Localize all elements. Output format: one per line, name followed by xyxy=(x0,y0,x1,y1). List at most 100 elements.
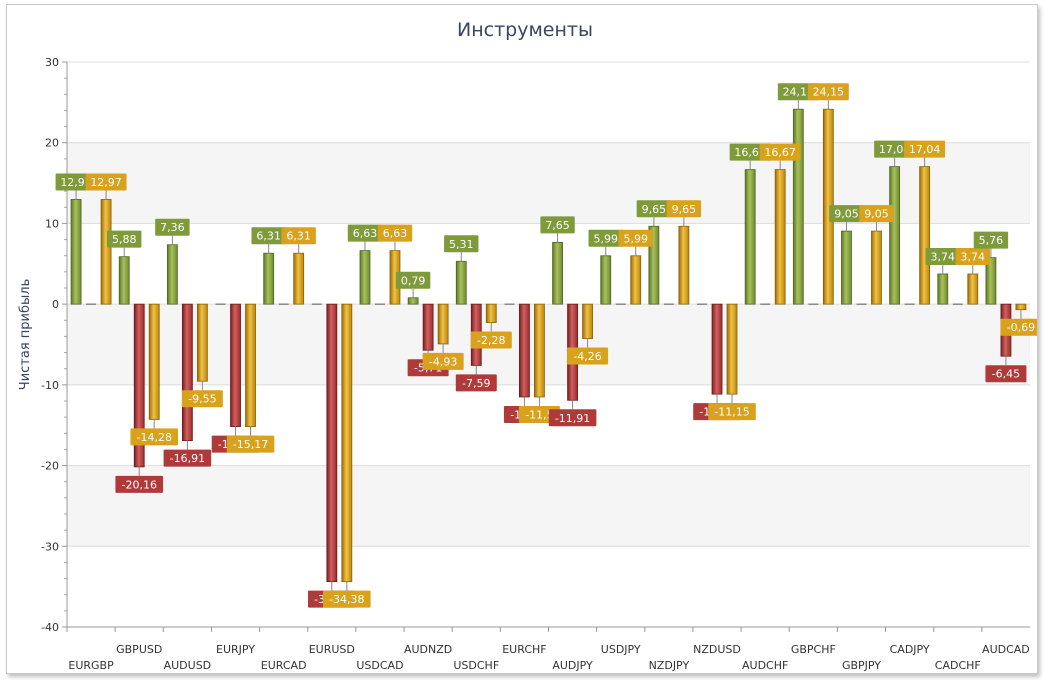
x-tick-label: NZDUSD xyxy=(693,643,741,656)
data-label: -7,59 xyxy=(462,377,490,390)
data-label-box xyxy=(925,247,960,265)
data-label-box xyxy=(251,227,286,245)
x-tick-label: CADCHF xyxy=(935,659,981,672)
data-label: -11,15 xyxy=(714,406,749,419)
bar-net[interactable] xyxy=(967,273,979,305)
data-label: -16,91 xyxy=(170,452,205,465)
grid-band xyxy=(67,304,1030,385)
bar-net[interactable] xyxy=(245,303,256,427)
bar-net[interactable] xyxy=(534,303,545,398)
y-tick-label: 10 xyxy=(45,217,59,230)
chart-title: Инструменты xyxy=(457,19,593,41)
data-label-box xyxy=(130,428,179,446)
bar-net[interactable] xyxy=(293,252,305,305)
bar-profit[interactable] xyxy=(889,166,901,305)
data-label: -11,5 xyxy=(525,408,553,421)
data-label: 16,67 xyxy=(734,146,766,159)
data-label: 5,99 xyxy=(623,232,648,245)
data-label: 5,88 xyxy=(112,233,137,246)
bar-loss[interactable] xyxy=(230,303,241,427)
bar-profit[interactable] xyxy=(937,273,949,305)
bar-profit[interactable] xyxy=(118,256,130,305)
bar-net[interactable] xyxy=(1015,303,1027,311)
data-label-box xyxy=(163,449,212,467)
data-label: -4,26 xyxy=(573,350,601,363)
bar-profit[interactable] xyxy=(70,199,82,305)
data-label: 9,05 xyxy=(864,208,889,221)
bar-profit[interactable] xyxy=(841,230,852,305)
bar-net[interactable] xyxy=(196,303,208,382)
bar-net[interactable] xyxy=(630,255,642,305)
data-label: 12,97 xyxy=(60,176,92,189)
bar-profit[interactable] xyxy=(455,260,467,305)
y-tick-label: -20 xyxy=(41,460,59,473)
data-label-box xyxy=(985,365,1027,383)
bar-profit[interactable] xyxy=(359,250,371,305)
x-tick-label: GBPUSD xyxy=(116,643,162,656)
bar-net[interactable] xyxy=(774,169,786,305)
bar-profit[interactable] xyxy=(600,255,612,305)
data-label-box xyxy=(1000,318,1037,336)
data-label-box xyxy=(904,140,946,158)
data-label: 17,04 xyxy=(879,143,911,156)
bar-profit[interactable] xyxy=(744,169,756,305)
data-label: 6,31 xyxy=(256,230,281,243)
data-label-box xyxy=(540,216,575,234)
bar-net[interactable] xyxy=(148,303,160,420)
bar-profit[interactable] xyxy=(407,297,419,305)
x-tick-label: EURCHF xyxy=(502,643,546,656)
x-tick-label: GBPCHF xyxy=(791,643,836,656)
data-label: 5,76 xyxy=(979,234,1004,247)
y-axis-title: Чистая прибыль xyxy=(18,279,33,390)
data-label-box xyxy=(807,83,849,101)
bar-net[interactable] xyxy=(678,225,690,305)
data-label-box xyxy=(455,374,497,392)
bar-net[interactable] xyxy=(919,166,931,305)
bar-profit[interactable] xyxy=(552,241,563,305)
bar-net[interactable] xyxy=(485,303,497,323)
data-label-box xyxy=(567,347,609,365)
data-label: -14,28 xyxy=(136,431,171,444)
data-label: 9,65 xyxy=(672,203,697,216)
x-tick-label: EURCAD xyxy=(261,659,307,672)
data-label: -20,16 xyxy=(121,478,156,491)
bar-profit[interactable] xyxy=(166,244,178,305)
data-label: -11,91 xyxy=(555,412,590,425)
data-label-box xyxy=(395,271,431,289)
data-label-box xyxy=(181,390,223,408)
bar-loss[interactable] xyxy=(326,303,338,583)
y-tick-label: -10 xyxy=(41,379,59,392)
data-label-box xyxy=(973,231,1009,249)
bar-net[interactable] xyxy=(341,303,353,583)
data-label: 7,65 xyxy=(545,219,570,232)
bar-loss[interactable] xyxy=(711,303,723,395)
data-label: 12,97 xyxy=(90,176,122,189)
data-label: -6,45 xyxy=(992,368,1020,381)
bar-loss[interactable] xyxy=(422,303,434,351)
bar-net[interactable] xyxy=(437,303,449,345)
bar-net[interactable] xyxy=(100,199,112,305)
bar-net[interactable] xyxy=(871,230,882,305)
data-label: 0,79 xyxy=(401,274,426,287)
data-label-box xyxy=(588,229,623,247)
bar-profit[interactable] xyxy=(792,108,804,305)
data-label-box xyxy=(107,230,142,248)
bar-profit[interactable] xyxy=(263,252,275,305)
data-label-box xyxy=(759,143,801,161)
x-tick-label: NZDJPY xyxy=(649,659,690,672)
data-label-box xyxy=(377,224,413,242)
y-tick-label: 30 xyxy=(45,56,59,69)
bar-loss[interactable] xyxy=(181,303,193,442)
bar-net[interactable] xyxy=(582,303,593,339)
data-label: -2,28 xyxy=(477,334,505,347)
x-tick-label: AUDNZD xyxy=(404,643,452,656)
chart-canvas: 30 20 10 0 -10 -20 -30 -40 Инструменты Чистая при… xyxy=(18,19,1037,672)
bar-loss[interactable] xyxy=(519,303,530,398)
data-label-box xyxy=(85,173,127,191)
grid-band xyxy=(67,465,1030,547)
bar-net[interactable] xyxy=(726,303,738,395)
x-tick-label: AUDUSD xyxy=(164,659,212,672)
x-tick-label: EURJPY xyxy=(216,643,255,656)
x-tick-label: AUDCHF xyxy=(742,659,788,672)
data-label-box xyxy=(829,205,864,223)
